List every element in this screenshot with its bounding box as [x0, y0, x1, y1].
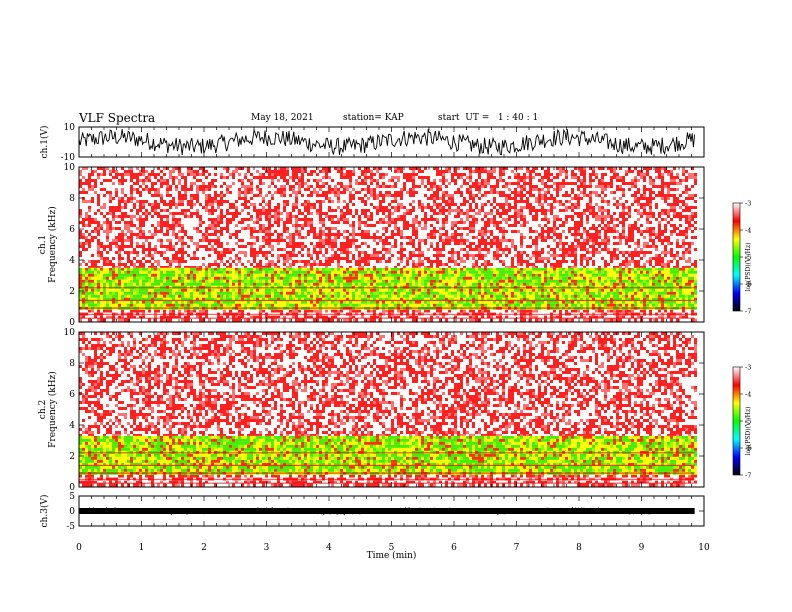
spectrogram-2	[79, 332, 697, 487]
y-tick-label: -5	[66, 522, 75, 532]
date-label: May 18, 2021	[251, 113, 314, 123]
colorbar-label: log(PSD)(V²/Hz)	[745, 243, 752, 292]
y-tick-label: 6	[69, 390, 75, 400]
x-tick-label: 8	[576, 543, 582, 553]
x-tick-label: 2	[201, 543, 207, 553]
x-tick-label: 7	[514, 543, 520, 553]
colorbar-tick-label: -6	[745, 281, 751, 289]
colorbar-1	[732, 202, 741, 312]
colorbar-tick-label: -7	[745, 472, 751, 480]
waveform-1	[78, 128, 696, 156]
y-tick-label: 0	[69, 507, 75, 517]
colorbar-tick-label: -3	[745, 364, 751, 372]
x-tick-label: 5	[389, 543, 395, 553]
y-tick-label: 4	[69, 256, 75, 266]
y-tick-label: 0	[69, 483, 75, 493]
waveform-3	[78, 506, 695, 516]
colorbar-tick-label: -5	[745, 254, 751, 262]
y-tick-label: 0	[69, 318, 75, 328]
x-tick-label: 9	[639, 543, 645, 553]
y-axis-label: ch.3(V)	[39, 495, 50, 528]
start-ut-label: start UT = 1 : 40 : 1	[438, 113, 538, 123]
y-tick-label: 2	[69, 287, 75, 297]
y-tick-label: 6	[69, 225, 75, 235]
colorbar-tick-label: -3	[745, 200, 751, 208]
y-tick-label: -10	[61, 153, 76, 163]
x-tick-label: 10	[698, 543, 710, 553]
y-tick-label: 10	[64, 123, 76, 133]
y-axis-label: Frequency (kHz)	[47, 206, 58, 283]
y-tick-label: 2	[69, 452, 75, 462]
x-tick-label: 1	[139, 543, 145, 553]
colorbar-tick-label: -5	[745, 418, 751, 426]
spectrogram-1	[79, 167, 697, 322]
x-tick-label: 6	[451, 543, 457, 553]
station-label: station= KAP	[343, 113, 404, 123]
x-tick-label: 4	[326, 543, 332, 553]
x-axis-label: Time (min)	[367, 550, 417, 561]
y-tick-label: 10	[64, 163, 76, 173]
y-tick-label: 8	[69, 359, 75, 369]
colorbar-2	[732, 366, 741, 476]
colorbar-label: log(PSD)(V²/Hz)	[745, 407, 752, 456]
waveform-trace	[78, 128, 696, 156]
colorbar-tick-label: -4	[745, 391, 751, 399]
x-tick-label: 3	[264, 543, 270, 553]
colorbar-tick-label: -6	[745, 445, 751, 453]
colorbar-tick-label: -4	[745, 227, 751, 235]
y-tick-label: 4	[69, 421, 75, 431]
y-tick-label: 10	[64, 328, 76, 338]
y-axis-label: Frequency (kHz)	[47, 371, 58, 448]
figure-title: VLF Spectra	[79, 111, 155, 125]
waveform-band	[79, 508, 695, 514]
y-axis-label: ch.1(V)	[39, 126, 50, 159]
y-axis-label: ch.2	[38, 400, 48, 419]
y-tick-label: 5	[69, 492, 75, 502]
y-tick-label: 8	[69, 194, 75, 204]
colorbar-tick-label: -7	[745, 308, 751, 316]
x-tick-label: 0	[76, 543, 82, 553]
y-axis-label: ch.1	[38, 235, 48, 254]
